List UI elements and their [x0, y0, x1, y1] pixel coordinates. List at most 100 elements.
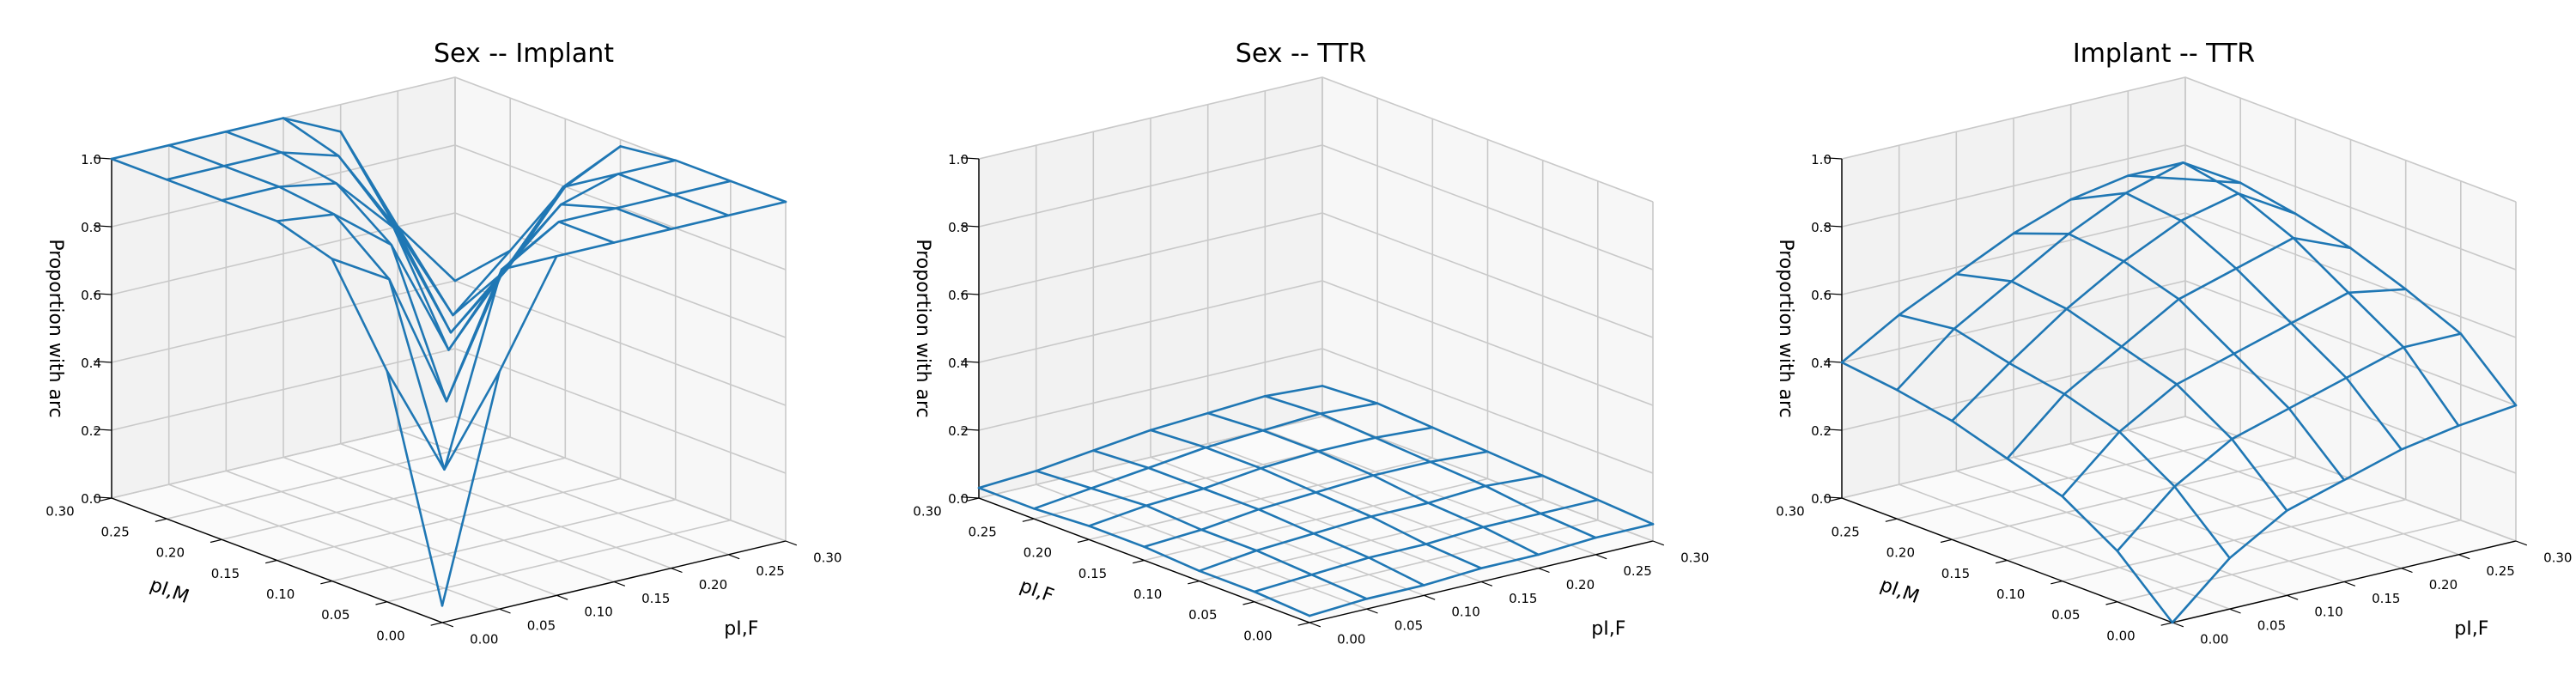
- z-tick-label: 1.0: [81, 152, 101, 167]
- x-tick-mark: [1595, 554, 1607, 560]
- z-tick-label: 1.0: [948, 152, 969, 167]
- y-tick-label: 0.10: [266, 587, 295, 602]
- y-tick-mark: [155, 518, 167, 522]
- surface-column-line: [224, 131, 558, 403]
- z-tick-mark: [961, 293, 980, 295]
- y-tick-mark: [1133, 559, 1145, 564]
- surface-column-line: [396, 173, 730, 317]
- x-tick-label: 0.15: [2372, 591, 2400, 606]
- x-tick-label: 0.00: [1337, 631, 1365, 647]
- surface-column-line: [1898, 313, 2231, 560]
- y-tick-label: 0.00: [376, 628, 404, 643]
- surface-column-line: [2184, 178, 2518, 407]
- surface-column-line: [2127, 161, 2460, 428]
- surface-column-line: [2012, 232, 2346, 482]
- z-tick-label: 0.6: [1811, 288, 1832, 303]
- z-tick-label: 0.4: [1811, 356, 1832, 371]
- y-tick-mark: [1022, 518, 1035, 522]
- z-tick-label: 0.2: [1811, 423, 1832, 439]
- x-tick-mark: [2287, 594, 2299, 600]
- x-tick-label: 0.15: [641, 591, 670, 606]
- chart-panel-2: 0.00 0.05 0.10 0.15 0.20 0.25 0.30 0.00 0.05 0.10…: [912, 39, 1709, 647]
- y-tick-mark: [2050, 581, 2063, 585]
- z-tick-mark: [94, 157, 112, 160]
- x-tick-mark: [2172, 622, 2184, 628]
- x-tick-label: 0.25: [1623, 563, 1651, 579]
- x-tick-label: 0.10: [2314, 605, 2342, 620]
- y-tick-label: 0.05: [1188, 607, 1217, 623]
- grid-line-z: [1841, 416, 2517, 542]
- grid-line-z: [111, 212, 787, 338]
- grid-line-z: [978, 416, 1654, 542]
- y-tick-label: 0.20: [1886, 545, 1915, 561]
- x-tick-label: 0.30: [1680, 550, 1709, 565]
- y-tick-label: 0.05: [2051, 607, 2080, 623]
- surface-column-line: [1092, 449, 1425, 587]
- y-tick-label: 0.15: [1078, 566, 1107, 581]
- y-tick-label: 0.00: [1243, 628, 1272, 643]
- x-tick-mark: [2343, 581, 2356, 587]
- x-tick-mark: [2515, 540, 2528, 546]
- surface-column-line: [1321, 385, 1655, 526]
- x-tick-mark: [785, 540, 798, 546]
- y-tick-mark: [265, 559, 277, 564]
- y-tick-mark: [1996, 559, 2008, 564]
- y-tick-mark: [1830, 497, 1843, 502]
- surface-wireframe: [1840, 161, 2518, 624]
- chart-title: Implant -- TTR: [2073, 39, 2255, 69]
- x-tick-mark: [2458, 554, 2470, 560]
- z-tick-label: 0.8: [81, 220, 101, 235]
- y-tick-mark: [2160, 622, 2173, 626]
- x-tick-mark: [2401, 568, 2413, 574]
- x-tick-mark: [556, 594, 568, 600]
- z-tick-mark: [1824, 225, 1843, 228]
- y-tick-label: 0.20: [156, 545, 185, 561]
- y-tick-label: 0.10: [1996, 587, 2025, 602]
- surface-column-line: [453, 145, 787, 283]
- y-tick-mark: [1885, 518, 1898, 522]
- grid-line-z: [978, 212, 1654, 338]
- z-tick-label: 0.2: [948, 423, 969, 439]
- surface-column-line: [2069, 192, 2403, 451]
- grid-line-z: [1841, 212, 2517, 338]
- y-tick-mark: [375, 601, 387, 605]
- x-tick-mark: [2229, 608, 2241, 614]
- z-tick-label: 0.0: [948, 491, 969, 507]
- z-tick-mark: [94, 293, 112, 295]
- grid-line-z: [111, 348, 787, 474]
- y-tick-label: 0.30: [1776, 503, 1804, 519]
- z-tick-mark: [961, 496, 980, 499]
- y-tick-mark: [430, 622, 443, 626]
- y-tick-label: 0.25: [100, 524, 129, 539]
- z-tick-label: 1.0: [1811, 152, 1832, 167]
- surface-wireframe: [977, 385, 1655, 617]
- y-tick-label: 0.30: [913, 503, 941, 519]
- surface-column-line: [1035, 470, 1368, 600]
- y-axis-label: pI,F: [1017, 575, 1056, 607]
- grid-line-z: [978, 144, 1654, 271]
- x-tick-label: 0.20: [1566, 577, 1595, 593]
- y-tick-label: 0.15: [211, 566, 240, 581]
- x-tick-mark: [613, 581, 626, 587]
- z-tick-mark: [94, 496, 112, 499]
- x-tick-label: 0.20: [2429, 577, 2458, 593]
- y-tick-mark: [1188, 581, 1200, 585]
- x-tick-label: 0.10: [1451, 605, 1479, 620]
- z-tick-label: 0.6: [948, 288, 969, 303]
- grid-line-z: [1841, 144, 2517, 271]
- y-tick-label: 0.10: [1133, 587, 1162, 602]
- z-tick-label: 0.6: [81, 288, 101, 303]
- x-tick-label: 0.05: [2257, 618, 2286, 634]
- y-tick-label: 0.00: [2106, 628, 2135, 643]
- x-tick-mark: [1652, 540, 1665, 546]
- y-tick-label: 0.20: [1024, 545, 1052, 561]
- y-axis-label: pI,M: [147, 575, 191, 608]
- z-tick-label: 0.8: [1811, 220, 1832, 235]
- z-tick-mark: [1824, 496, 1843, 499]
- z-tick-label: 0.0: [81, 491, 101, 507]
- x-tick-mark: [728, 554, 740, 560]
- x-axis-label: pI,F: [724, 618, 758, 640]
- z-tick-label: 0.0: [1811, 491, 1832, 507]
- x-axis-label: pI,F: [1591, 618, 1625, 640]
